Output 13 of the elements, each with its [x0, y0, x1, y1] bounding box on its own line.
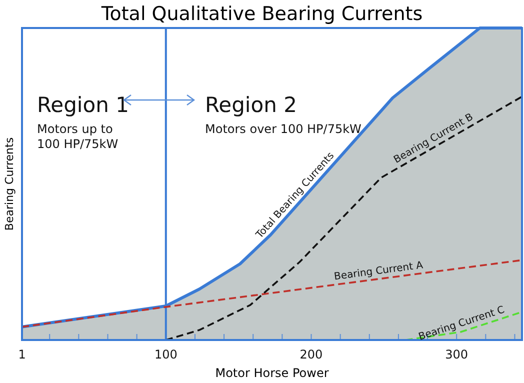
x-tick-label: 1: [18, 348, 26, 362]
y-axis-title: Bearing Currents: [3, 137, 16, 231]
text: Bearing Current A: [334, 260, 424, 283]
x-tick-label: 300: [445, 348, 468, 362]
annotation: Region 1: [37, 93, 129, 117]
x-tick-label: 200: [300, 348, 323, 362]
x-tick-label: 100: [154, 348, 178, 362]
annotation: Motors over 100 HP/75kW: [205, 122, 362, 136]
text: Bearing Current C: [417, 304, 506, 343]
chart-title: Total Qualitative Bearing Currents: [100, 3, 423, 25]
annotation: Motors up to 100 HP/75kW: [37, 122, 118, 151]
annotation: Region 2: [205, 93, 297, 117]
x-axis-title: Motor Horse Power: [215, 366, 329, 380]
